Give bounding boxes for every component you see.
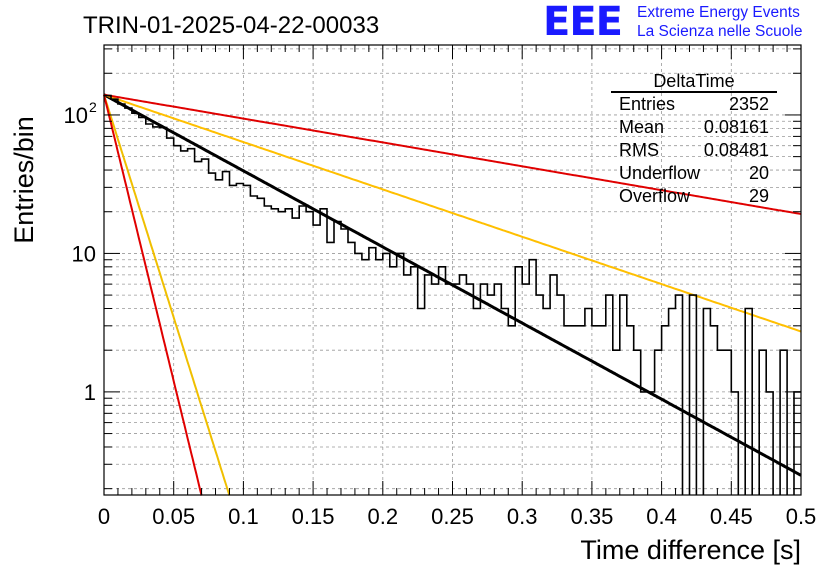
stats-box: DeltaTime Entries 2352 Mean 0.08161 RMS 0.084… — [611, 71, 777, 206]
x-tick-label: 0.35 — [570, 504, 613, 529]
stats-row-value: 2352 — [729, 94, 769, 114]
fit-curve — [103, 93, 802, 477]
x-tick-label: 0.1 — [228, 504, 259, 529]
fit-curve — [103, 93, 802, 215]
stats-row-label: Overflow — [619, 186, 691, 206]
stats-row-label: Mean — [619, 117, 664, 137]
x-tick-label: 0.5 — [786, 504, 817, 529]
chart-title: TRIN-01-2025-04-22-00033 — [83, 12, 379, 39]
x-axis-label: Time difference [s] — [580, 535, 801, 565]
y-tick-label: 10 — [64, 103, 88, 128]
stats-row-label: Underflow — [619, 163, 701, 183]
stats-row-value: 20 — [749, 163, 769, 183]
logo-line-2: La Scienza nelle Scuole — [637, 23, 803, 40]
eee-logo: EEE — [543, 0, 623, 45]
histogram — [104, 94, 801, 495]
stats-row-value: 29 — [749, 186, 769, 206]
stats-box-title: DeltaTime — [653, 71, 734, 91]
fit-curves — [103, 93, 802, 496]
stats-row-value: 0.08481 — [704, 140, 769, 160]
logo-line-1: Extreme Energy Events — [637, 4, 800, 21]
histogram-line — [104, 94, 801, 495]
y-tick-label: 1 — [84, 380, 96, 405]
fit-curve — [103, 94, 231, 496]
x-tick-label: 0.45 — [710, 504, 753, 529]
y-tick-label: 10 — [72, 241, 96, 266]
stats-row-label: Entries — [619, 94, 675, 114]
axis-ticks — [104, 45, 801, 495]
grid-lines — [104, 45, 801, 495]
x-tick-label: 0 — [98, 504, 110, 529]
fit-curve — [103, 93, 802, 333]
x-tick-label: 0.3 — [507, 504, 538, 529]
x-tick-label: 0.2 — [368, 504, 399, 529]
x-tick-label: 0.25 — [431, 504, 474, 529]
x-tick-label: 0.05 — [152, 504, 195, 529]
x-tick-label: 0.15 — [292, 504, 335, 529]
x-tick-label: 0.4 — [646, 504, 677, 529]
y-tick-exponent: 2 — [89, 99, 97, 115]
stats-row-label: RMS — [619, 140, 659, 160]
axis-tick-labels: 0 0.05 0.1 0.15 0.2 0.25 0.3 0.35 0.4 0.45 0.5 1 10 1… — [64, 99, 817, 529]
y-axis-label: Entries/bin — [9, 116, 39, 244]
stats-row-value: 0.08161 — [704, 117, 769, 137]
fit-curve — [103, 94, 203, 496]
